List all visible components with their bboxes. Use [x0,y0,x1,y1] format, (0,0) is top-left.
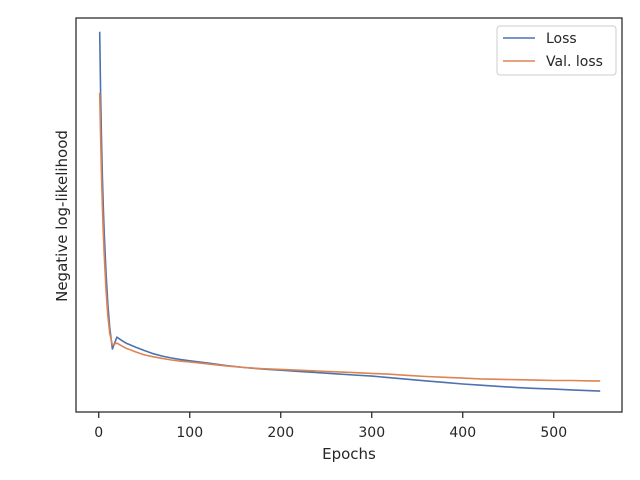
x-tick-label: 400 [449,425,476,441]
legend-label-loss: Loss [546,31,577,47]
legend-label-val-loss: Val. loss [546,54,603,70]
x-tick-label: 500 [540,425,567,441]
plot-frame [75,17,623,413]
series-lines [98,31,601,392]
y-axis-label: Negative log-likelihood [53,130,71,302]
x-axis-ticks: 0 100 200 300 400 500 [94,412,567,441]
x-axis-label: Epochs [322,445,376,463]
x-tick-label: 0 [94,425,103,441]
legend: Loss Val. loss [496,25,617,76]
x-tick-label: 300 [358,425,385,441]
x-tick-label: 200 [267,425,294,441]
x-tick-label: 100 [176,425,203,441]
series-line-loss [98,31,601,392]
series-line-val-loss [98,92,601,382]
